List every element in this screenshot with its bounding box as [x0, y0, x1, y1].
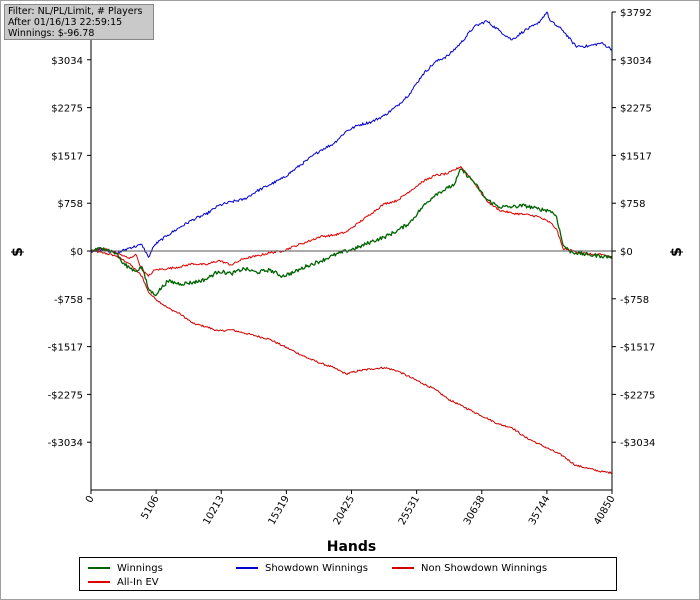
x-tick-label: 40850	[592, 494, 617, 527]
legend-swatch-showdown	[236, 567, 258, 569]
y-tick-label-right: -$3034	[620, 438, 655, 449]
y-tick-label-left: -$3034	[48, 438, 83, 449]
series-line-all-in-ev	[90, 166, 613, 277]
legend-swatch-winnings	[88, 567, 110, 569]
axis-layer: $3792$3792$3034$3034$2275$2275$1517$1517…	[48, 8, 656, 527]
y-tick-label-right: -$1517	[620, 343, 655, 354]
y-tick-label-left: -$1517	[48, 343, 83, 354]
series-layer	[90, 11, 613, 474]
y-tick-label-left: $0	[70, 247, 83, 258]
y-tick-label-right: $3034	[620, 56, 652, 67]
x-tick-label: 30638	[462, 494, 487, 527]
y-tick-label-right: -$758	[620, 295, 649, 306]
y-tick-label-left: $758	[58, 199, 83, 210]
date-filter-line: After 01/16/13 22:59:15	[8, 17, 123, 28]
y-tick-label-right: $758	[620, 199, 645, 210]
legend-label: All-In EV	[117, 576, 159, 588]
series-line-winnings	[90, 168, 613, 297]
y-tick-label-right: $0	[620, 247, 633, 258]
legend-item-non-showdown: Non Showdown Winnings	[392, 561, 547, 575]
y-tick-label-left: -$758	[54, 295, 83, 306]
x-tick-label: 0	[84, 494, 97, 505]
x-tick-label: 35744	[527, 494, 552, 527]
y-tick-label-left: $3034	[51, 56, 83, 67]
legend-swatch-allin-ev	[88, 581, 110, 583]
legend-label: Non Showdown Winnings	[421, 562, 548, 574]
x-tick-label: 20425	[332, 494, 357, 527]
legend-item-winnings: Winnings	[88, 561, 163, 575]
winnings-summary-line: Winnings: $-96.78	[8, 28, 95, 39]
y-tick-label-right: $2275	[620, 104, 652, 115]
x-tick-label: 10213	[201, 494, 226, 527]
y-tick-label-left: $1517	[51, 151, 83, 162]
x-tick-label: 5106	[139, 494, 161, 522]
series-line-showdown-winnings	[90, 11, 613, 258]
x-tick-label: 25531	[397, 494, 422, 527]
legend-label: Showdown Winnings	[265, 562, 368, 574]
y-tick-label-right: $3792	[620, 8, 652, 19]
x-tick-label: 15319	[267, 494, 292, 527]
y-tick-label-left: $2275	[51, 104, 83, 115]
y-tick-label-right: -$2275	[620, 390, 655, 401]
legend: Winnings Showdown Winnings Non Showdown …	[79, 557, 617, 591]
filter-line: Filter: NL/PL/Limit, # Players	[8, 6, 143, 17]
legend-label: Winnings	[117, 562, 163, 574]
legend-item-showdown: Showdown Winnings	[236, 561, 368, 575]
y-tick-label-left: -$2275	[48, 390, 83, 401]
y-axis-title-right: $	[669, 247, 685, 257]
filter-info-box: Filter: NL/PL/Limit, # Players After 01/…	[4, 4, 154, 40]
x-axis-title: Hands	[327, 539, 377, 555]
legend-item-allin-ev: All-In EV	[88, 575, 159, 589]
y-tick-label-right: $1517	[620, 151, 652, 162]
series-line-non-showdown-winnings	[90, 250, 613, 474]
y-axis-title-left: $	[10, 247, 26, 257]
legend-swatch-non-showdown	[392, 567, 414, 569]
